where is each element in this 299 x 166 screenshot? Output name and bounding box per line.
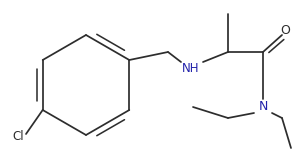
Text: O: O: [280, 24, 290, 37]
Text: Cl: Cl: [12, 129, 24, 142]
Text: NH: NH: [182, 61, 200, 75]
Text: N: N: [258, 100, 268, 114]
